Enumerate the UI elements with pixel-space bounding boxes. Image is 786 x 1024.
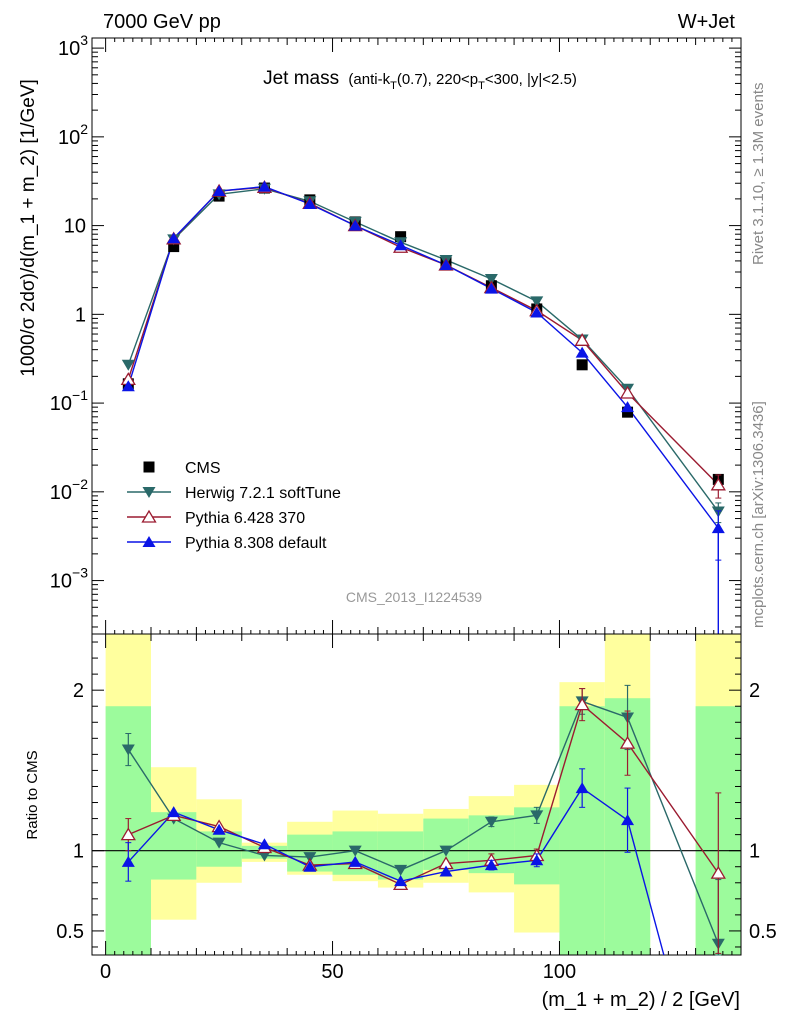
ratio-point-pythia-8-308-default	[257, 838, 271, 850]
ratio-point-pythia-6-428-370	[120, 827, 136, 841]
legend-label-pythia-6-428-370: Pythia 6.428 370	[185, 510, 305, 527]
legend-marker-pythia-8-308-default	[142, 536, 156, 547]
main-ytick-label: 10−3	[50, 565, 88, 593]
ratio-point-herwig-7-2-1-softtune	[212, 837, 226, 849]
xtick-label: 50	[321, 961, 343, 983]
main-ytick-label: 102	[58, 121, 88, 149]
ratio-point-herwig-7-2-1-softtune	[303, 852, 317, 864]
title-detail-3: <300, |y|<2.5)	[485, 71, 577, 88]
main-point-pythia-8-308-default	[711, 522, 725, 534]
ratio-point-pythia-8-308-default	[394, 875, 408, 887]
ratio-point-pythia-8-308-default	[621, 814, 635, 826]
main-point-pythia-8-308-default	[621, 401, 635, 413]
main-ylabel: 1000/σ 2dσ)/d(m_1 + m_2) [1/GeV]	[18, 79, 39, 377]
main-point-pythia-8-308-default	[575, 346, 589, 358]
ratio-point-pythia-6-428-370	[619, 735, 636, 749]
title-sub-1: T	[390, 80, 397, 92]
ratio-point-herwig-7-2-1-softtune	[484, 816, 498, 828]
ratio-point-herwig-7-2-1-softtune	[348, 845, 362, 857]
legend-marker-herwig-7-2-1-softtune	[142, 487, 156, 498]
ratio-point-pythia-8-308-default	[484, 859, 498, 871]
ratio-point-herwig-7-2-1-softtune	[121, 744, 135, 756]
main-point-pythia-8-308-default	[348, 219, 362, 231]
main-point-cms	[622, 406, 634, 418]
legend: CMS Herwig 7.2.1 softTune Pythia 6.428 370…	[127, 460, 341, 552]
main-point-pythia-8-308-default	[439, 258, 453, 270]
ratio-point-herwig-7-2-1-softtune	[394, 864, 408, 876]
main-ytick-label: 1	[75, 304, 86, 326]
xtick-label: 100	[543, 961, 576, 983]
legend-label-pythia-8-308-default: Pythia 8.308 default	[185, 535, 327, 552]
ratio-ytick-label: 2	[73, 680, 84, 702]
ratio-point-pythia-6-428-370	[710, 865, 726, 879]
main-point-pythia-8-308-default	[212, 185, 226, 197]
ratio-point-pythia-8-308-default	[575, 782, 589, 794]
title-main: Jet mass	[263, 68, 339, 89]
mcplots-ref: mcplots.cern.ch [arXiv:1306.3436]	[750, 401, 767, 628]
main-point-herwig-7-2-1-softtune	[121, 359, 135, 371]
ratio-point-herwig-7-2-1-softtune	[257, 850, 271, 862]
ratio-point-pythia-8-308-default	[348, 855, 362, 867]
legend-marker-pythia-6-428-370	[141, 509, 157, 523]
main-point-cms	[395, 231, 407, 243]
ratio-point-pythia-8-308-default	[439, 865, 453, 877]
ratio-ytick-label: 1	[73, 841, 84, 863]
ratio-axes: 0 50 100 0.5 0.5 1 1 2 2	[56, 38, 777, 983]
header-right: W+Jet	[678, 11, 736, 33]
main-ytick-label: 10−2	[50, 476, 88, 504]
main-point-pythia-8-308-default	[167, 232, 181, 244]
header-left: 7000 GeV pp	[103, 11, 221, 33]
ratio-ytick-label-right: 0.5	[749, 921, 777, 943]
ratio-point-pythia-8-308-default	[121, 855, 135, 867]
main-point-pythia-6-428-370	[574, 333, 590, 346]
main-ytick-label: 10	[64, 216, 86, 238]
ratio-point-pythia-6-428-370	[574, 697, 590, 711]
rivet-version: Rivet 3.1.10, ≥ 1.3M events	[750, 83, 767, 266]
main-point-pythia-8-308-default	[257, 180, 271, 192]
main-point-pythia-8-308-default	[484, 282, 498, 294]
legend-label-herwig-7-2-1-softtune: Herwig 7.2.1 softTune	[185, 485, 341, 502]
ratio-frame	[91, 633, 742, 956]
main-point-herwig-7-2-1-softtune	[530, 296, 544, 308]
ratio-point-pythia-8-308-default	[167, 806, 181, 818]
main-point-pythia-8-308-default	[121, 380, 135, 392]
main-ytick-label: 103	[58, 32, 88, 60]
title-detail-1: (anti-k	[348, 71, 390, 88]
legend-label-cms: CMS	[185, 460, 221, 477]
main-point-pythia-8-308-default	[394, 239, 408, 251]
main-point-pythia-6-428-370	[710, 477, 726, 491]
main-point-herwig-7-2-1-softtune	[484, 274, 498, 286]
ratio-point-pythia-8-308-default	[303, 860, 317, 872]
ratio-band-green	[196, 831, 242, 867]
xlabel: (m_1 + m_2) / 2 [GeV]	[542, 989, 740, 1011]
legend-marker-cms	[143, 461, 155, 473]
ratio-point-herwig-7-2-1-softtune	[530, 810, 544, 822]
ratio-ytick-label-right: 1	[749, 841, 760, 863]
xtick-label: 0	[100, 961, 111, 983]
title-sub-2: T	[478, 80, 485, 92]
ratio-ylabel: Ratio to CMS	[24, 750, 41, 839]
ratio-band-green	[559, 706, 605, 955]
title-detail-2: (0.7), 220<p	[397, 71, 478, 88]
chart-title: Jet mass (anti-kT(0.7), 220<pT<300, |y|<…	[263, 68, 577, 92]
ratio-point-herwig-7-2-1-softtune	[439, 845, 453, 857]
ratio-point-pythia-8-308-default	[530, 854, 544, 866]
main-point-pythia-8-308-default	[530, 306, 544, 318]
main-point-cms	[168, 241, 180, 253]
main-line-pythia-6-428-370	[127, 186, 719, 486]
main-ytick-label: 10−1	[50, 387, 88, 415]
ratio-point-pythia-8-308-default	[212, 823, 226, 835]
analysis-watermark: CMS_2013_I1224539	[346, 589, 482, 605]
main-point-pythia-8-308-default	[303, 198, 317, 210]
main-series-group	[120, 180, 726, 634]
ratio-ytick-label-right: 2	[749, 680, 760, 702]
ratio-series-group	[120, 684, 726, 956]
ratio-ytick-label: 0.5	[56, 921, 84, 943]
main-point-pythia-6-428-370	[619, 385, 636, 399]
ratio-uncertainty-bands	[105, 634, 741, 955]
main-point-cms	[576, 359, 588, 371]
